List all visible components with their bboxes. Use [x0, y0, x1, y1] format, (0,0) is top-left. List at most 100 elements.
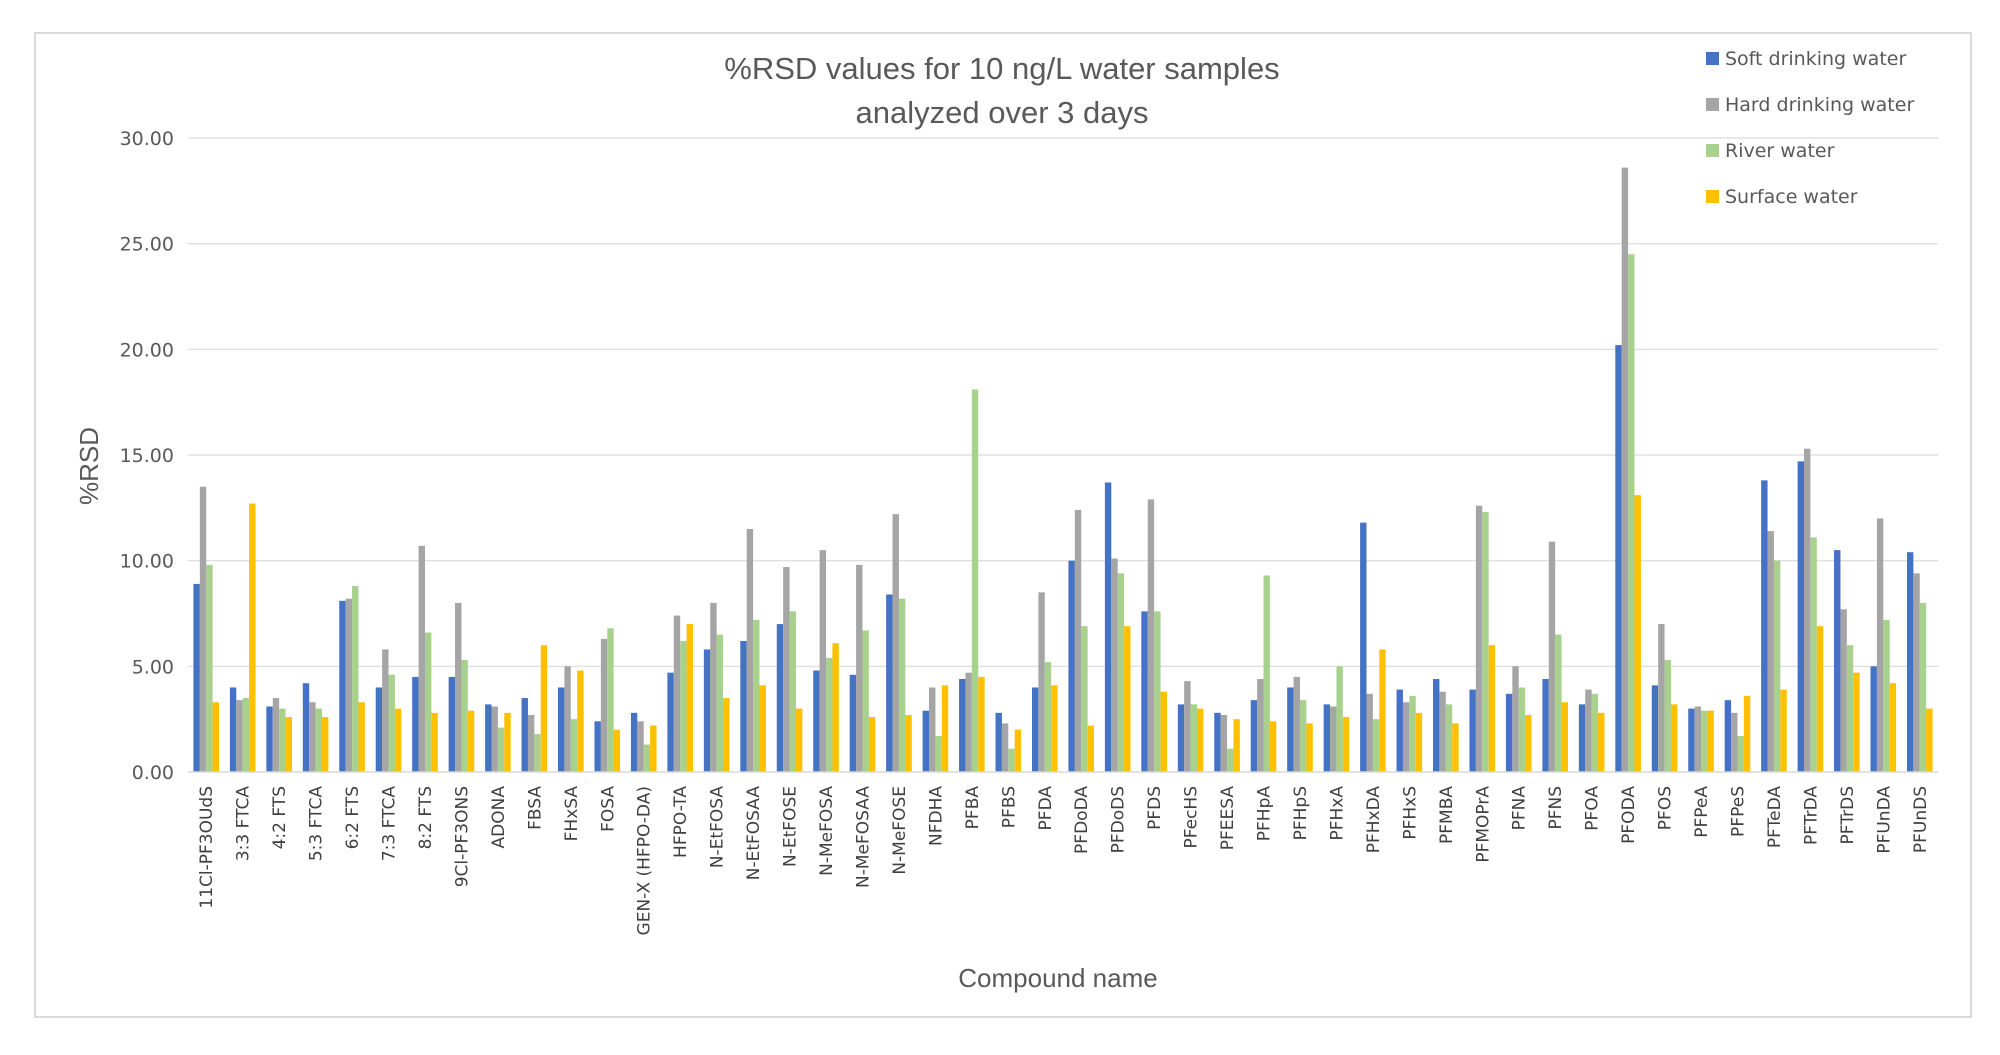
bar [236, 700, 243, 772]
bar [1104, 482, 1112, 772]
bar [1402, 702, 1410, 772]
bar [461, 659, 468, 772]
bar [978, 676, 985, 772]
y-tick-label: 15.00 [120, 445, 174, 467]
bar [1670, 704, 1678, 772]
bar [1804, 448, 1811, 772]
bar [1555, 634, 1562, 772]
bar [783, 567, 790, 772]
x-tick-label: PFHxA [1327, 786, 1347, 841]
legend-swatch [1706, 52, 1719, 65]
bar [826, 657, 833, 772]
x-tick-label: 6:2 FTS [343, 786, 363, 849]
bar [1505, 693, 1513, 772]
bar [1081, 626, 1088, 772]
x-tick-label: GEN-X (HFPO-DA) [635, 786, 655, 935]
bar [1743, 695, 1751, 772]
bar [1797, 461, 1804, 772]
bar [1906, 552, 1914, 772]
bar [1621, 167, 1629, 773]
bar [448, 676, 456, 772]
bar [1883, 619, 1890, 772]
bar [1737, 736, 1744, 772]
bar [740, 640, 747, 772]
bar [1810, 537, 1817, 772]
legend-swatch [1706, 144, 1719, 157]
bar [1840, 609, 1847, 772]
bar [285, 717, 292, 772]
x-tick-label: FHxSA [562, 786, 582, 842]
x-tick-label: 8:2 FTS [416, 786, 436, 849]
bar [1724, 700, 1732, 772]
x-tick-label: PFBS [999, 786, 1019, 828]
x-tick-label: PFHpS [1291, 786, 1311, 840]
y-axis-ticks: 0.00 5.00 10.00 15.00 20.00 25.00 30.00 [120, 128, 174, 784]
bar [1816, 626, 1824, 772]
bar [680, 640, 687, 772]
bar [527, 714, 535, 772]
bar [613, 729, 621, 772]
bar [776, 624, 784, 772]
bar [1001, 723, 1009, 772]
bar [193, 583, 200, 772]
bar [1415, 712, 1423, 772]
bar [1525, 714, 1532, 772]
bar [491, 706, 498, 772]
bar [1044, 662, 1052, 772]
x-tick-label: N-EtFOSAA [744, 786, 764, 881]
bar [746, 528, 754, 772]
bar [1250, 700, 1258, 772]
bar [1190, 704, 1197, 772]
bar-chart: %RSD values for 10 ng/L water samples an… [74, 48, 1938, 993]
bar [795, 708, 803, 772]
bar [1846, 645, 1854, 772]
bar [352, 586, 359, 772]
bar [832, 643, 839, 772]
x-tick-label: PFMOPrA [1473, 786, 1493, 863]
bar [206, 564, 213, 772]
bar [1366, 693, 1373, 772]
bar [540, 645, 548, 772]
bar [570, 719, 578, 772]
bar [1184, 681, 1191, 772]
bar [971, 389, 979, 772]
bar [1038, 592, 1045, 772]
bar [1870, 666, 1877, 772]
bar [375, 687, 383, 772]
bar [643, 744, 651, 772]
bar [1342, 717, 1350, 772]
bar [1154, 611, 1161, 772]
bar [673, 615, 681, 772]
x-tick-label: PFOA [1583, 786, 1603, 831]
bar [266, 706, 273, 772]
bar [1518, 687, 1526, 772]
x-axis-label: Compound name [958, 963, 1157, 993]
bar [1379, 649, 1386, 772]
bar [1761, 480, 1768, 772]
bar [965, 672, 972, 772]
bar [1688, 708, 1695, 772]
bar [302, 683, 310, 772]
bar [1220, 714, 1228, 772]
bar [703, 649, 711, 772]
bar [1124, 626, 1131, 772]
bar [1731, 712, 1738, 772]
x-tick-label: 3:3 FTCA [234, 786, 254, 862]
bar [577, 670, 584, 772]
bar [497, 727, 505, 772]
x-tick-label: PFDS [1145, 786, 1165, 830]
x-tick-label: 11Cl-PF3OUdS [197, 786, 217, 909]
x-tick-label: FOSA [598, 786, 618, 832]
bar [941, 685, 949, 772]
y-tick-label: 20.00 [120, 339, 174, 361]
y-tick-label: 30.00 [120, 128, 174, 150]
x-tick-label: PFODA [1619, 786, 1639, 844]
bar [607, 628, 614, 772]
bar [959, 679, 966, 772]
bar [229, 687, 237, 772]
bar [1780, 689, 1787, 772]
bar [1876, 518, 1884, 772]
x-tick-label: PFPeA [1692, 786, 1712, 838]
legend-swatch [1706, 98, 1719, 111]
gridlines [188, 137, 1938, 667]
